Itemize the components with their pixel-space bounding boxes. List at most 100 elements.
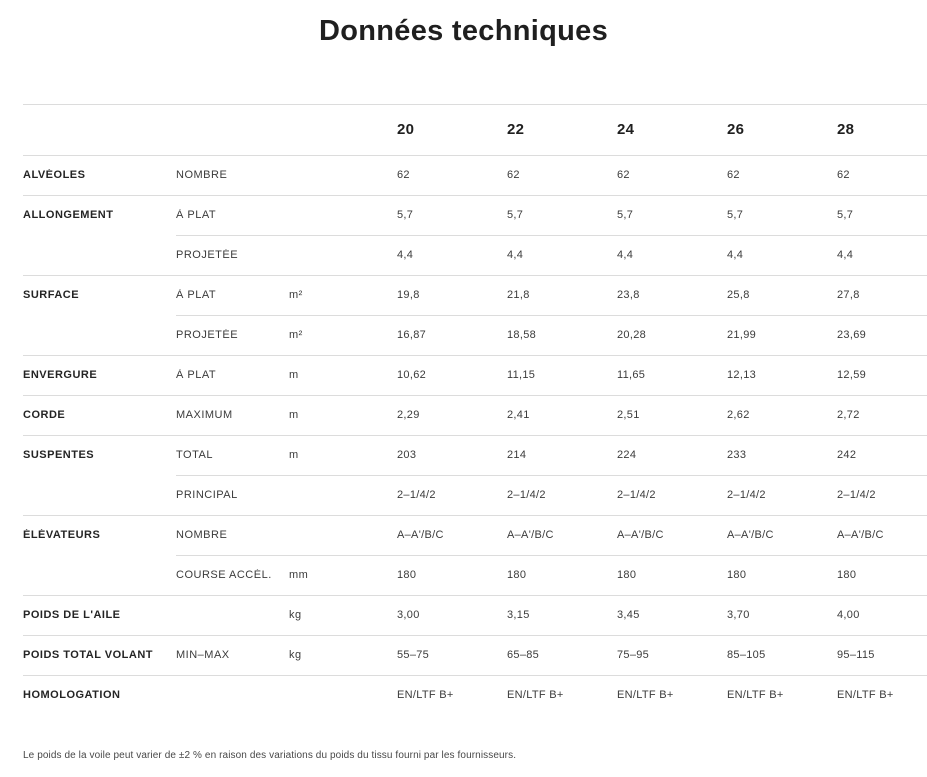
table-row: SURFACE À PLAT m² 19,8 21,8 23,8 25,8 27… bbox=[23, 275, 927, 315]
row-value: EN/LTF B+ bbox=[507, 689, 564, 701]
row-label: POIDS TOTAL VOLANT bbox=[23, 649, 154, 661]
header-size-20: 20 bbox=[397, 121, 415, 138]
row-value: 10,62 bbox=[397, 369, 427, 381]
row-sublabel: NOMBRE bbox=[176, 529, 228, 541]
row-value: A–A'/B/C bbox=[837, 529, 884, 541]
row-label: ÉLÉVATEURS bbox=[23, 529, 101, 541]
row-value: 25,8 bbox=[727, 289, 750, 301]
page-title: Données techniques bbox=[318, 15, 608, 47]
row-value: 5,7 bbox=[397, 209, 414, 221]
row-value: 19,8 bbox=[397, 289, 420, 301]
row-value: A–A'/B/C bbox=[397, 529, 444, 541]
row-value: 2,51 bbox=[617, 409, 640, 421]
footnote: Le poids de la voile peut varier de ±2 %… bbox=[23, 750, 517, 761]
row-value: 242 bbox=[837, 449, 857, 461]
row-value: 21,99 bbox=[727, 329, 757, 341]
row-unit: mm bbox=[289, 569, 309, 581]
row-value: 5,7 bbox=[507, 209, 524, 221]
row-value: 4,00 bbox=[837, 609, 860, 621]
row-value: 224 bbox=[617, 449, 637, 461]
header-size-24: 24 bbox=[617, 121, 635, 138]
row-value: 65–85 bbox=[507, 649, 540, 661]
row-unit: kg bbox=[289, 609, 302, 621]
row-value: 62 bbox=[727, 169, 740, 181]
table-row: PROJETÉE 4,4 4,4 4,4 4,4 4,4 bbox=[23, 235, 927, 275]
row-unit: m bbox=[289, 449, 299, 461]
row-value: A–A'/B/C bbox=[617, 529, 664, 541]
row-value: 12,59 bbox=[837, 369, 867, 381]
row-label: ENVERGURE bbox=[23, 369, 98, 381]
row-value: 11,65 bbox=[617, 369, 646, 381]
row-value: 2,62 bbox=[727, 409, 750, 421]
row-value: 2,72 bbox=[837, 409, 860, 421]
row-value: 3,00 bbox=[397, 609, 420, 621]
row-value: EN/LTF B+ bbox=[617, 689, 674, 701]
row-sublabel: TOTAL bbox=[176, 449, 213, 461]
row-value: 4,4 bbox=[507, 249, 524, 261]
table-row: PROJETÉE m² 16,87 18,58 20,28 21,99 23,6… bbox=[23, 315, 927, 355]
row-value: 62 bbox=[397, 169, 410, 181]
row-value: 3,70 bbox=[727, 609, 750, 621]
row-value: 18,58 bbox=[507, 329, 537, 341]
row-sublabel: À PLAT bbox=[176, 369, 217, 381]
row-value: EN/LTF B+ bbox=[837, 689, 894, 701]
row-value: 214 bbox=[507, 449, 527, 461]
row-value: 23,8 bbox=[617, 289, 640, 301]
row-value: 11,15 bbox=[507, 369, 536, 381]
row-value: A–A'/B/C bbox=[507, 529, 554, 541]
table-row: ENVERGURE À PLAT m 10,62 11,15 11,65 12,… bbox=[23, 355, 927, 395]
header-size-22: 22 bbox=[507, 121, 525, 138]
row-value: 4,4 bbox=[727, 249, 744, 261]
row-value: 2,41 bbox=[507, 409, 530, 421]
row-unit: m bbox=[289, 409, 299, 421]
row-value: 16,87 bbox=[397, 329, 427, 341]
row-value: 55–75 bbox=[397, 649, 430, 661]
row-sublabel: MAXIMUM bbox=[176, 409, 233, 421]
spec-table-body: ALVÉOLES NOMBRE 62 62 62 62 62 ALLONGEME… bbox=[23, 155, 927, 715]
row-value: A–A'/B/C bbox=[727, 529, 774, 541]
row-value: 180 bbox=[727, 569, 747, 581]
row-sublabel: PROJETÉE bbox=[176, 329, 239, 341]
row-value: 62 bbox=[617, 169, 630, 181]
row-value: 2–1/4/2 bbox=[507, 489, 546, 501]
row-value: 4,4 bbox=[837, 249, 854, 261]
row-value: 3,15 bbox=[507, 609, 530, 621]
row-value: 27,8 bbox=[837, 289, 860, 301]
row-value: 5,7 bbox=[837, 209, 854, 221]
row-value: 23,69 bbox=[837, 329, 867, 341]
row-value: 180 bbox=[617, 569, 637, 581]
row-label: SURFACE bbox=[23, 289, 80, 301]
row-value: 2–1/4/2 bbox=[727, 489, 766, 501]
row-value: 75–95 bbox=[617, 649, 650, 661]
row-value: 20,28 bbox=[617, 329, 647, 341]
row-label: ALLONGEMENT bbox=[23, 209, 114, 221]
table-row: COURSE ACCÉL. mm 180 180 180 180 180 bbox=[23, 555, 927, 595]
row-value: EN/LTF B+ bbox=[727, 689, 784, 701]
table-row: HOMOLOGATION EN/LTF B+ EN/LTF B+ EN/LTF … bbox=[23, 675, 927, 715]
row-value: 85–105 bbox=[727, 649, 766, 661]
table-row: ALVÉOLES NOMBRE 62 62 62 62 62 bbox=[23, 155, 927, 195]
row-unit: m² bbox=[289, 329, 303, 341]
spec-table: 20 22 24 26 28 ALVÉOLES NOMBRE 62 62 62 … bbox=[23, 104, 927, 715]
row-value: 21,8 bbox=[507, 289, 530, 301]
row-value: 2–1/4/2 bbox=[397, 489, 436, 501]
row-value: 180 bbox=[837, 569, 857, 581]
table-row: PRINCIPAL 2–1/4/2 2–1/4/2 2–1/4/2 2–1/4/… bbox=[23, 475, 927, 515]
row-value: EN/LTF B+ bbox=[397, 689, 454, 701]
row-sublabel: À PLAT bbox=[176, 209, 217, 221]
row-value: 203 bbox=[397, 449, 417, 461]
row-unit: m² bbox=[289, 289, 303, 301]
row-value: 2–1/4/2 bbox=[837, 489, 876, 501]
row-value: 12,13 bbox=[727, 369, 757, 381]
row-value: 2–1/4/2 bbox=[617, 489, 656, 501]
header-size-26: 26 bbox=[727, 121, 745, 138]
row-value: 4,4 bbox=[397, 249, 414, 261]
row-value: 5,7 bbox=[727, 209, 744, 221]
table-row: CORDE MAXIMUM m 2,29 2,41 2,51 2,62 2,72 bbox=[23, 395, 927, 435]
table-row: SUSPENTES TOTAL m 203 214 224 233 242 bbox=[23, 435, 927, 475]
row-value: 2,29 bbox=[397, 409, 420, 421]
row-value: 62 bbox=[837, 169, 850, 181]
row-unit: m bbox=[289, 369, 299, 381]
row-label: CORDE bbox=[23, 409, 66, 421]
header-size-28: 28 bbox=[837, 121, 855, 138]
